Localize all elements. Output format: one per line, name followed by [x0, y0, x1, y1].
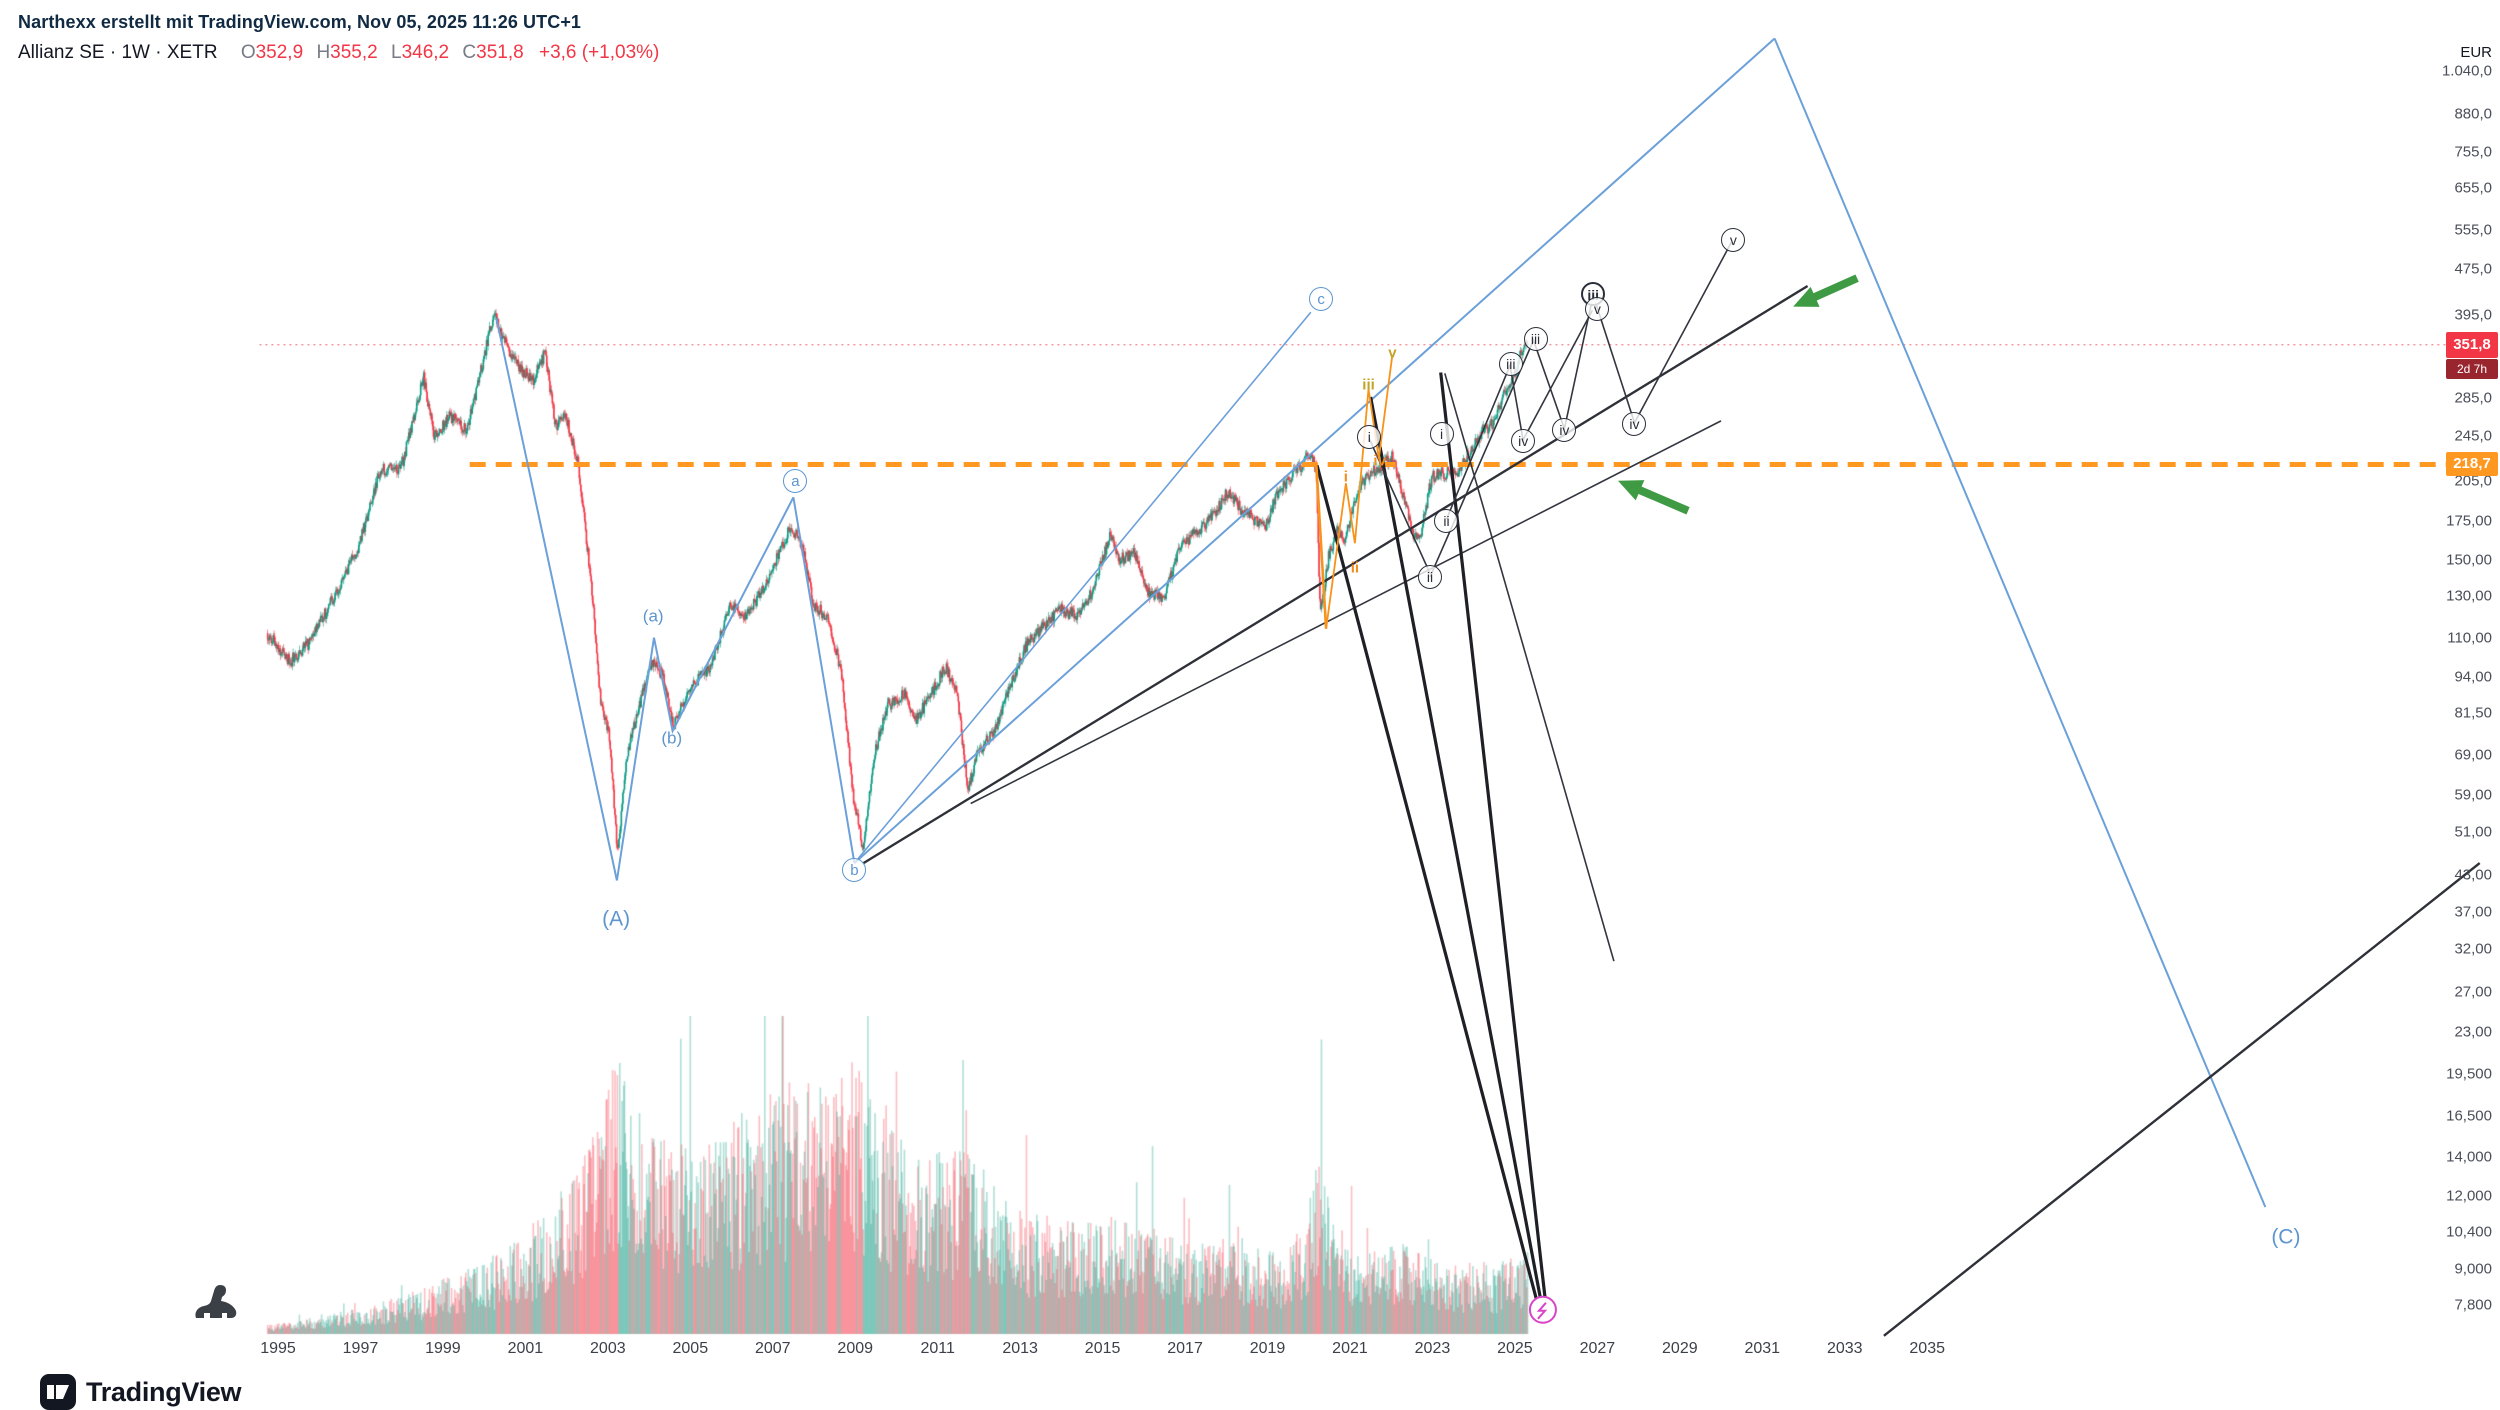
wave-label-iv[interactable]: iv: [1511, 429, 1536, 454]
change-value: +3,6 (+1,03%): [538, 42, 660, 63]
tradingview-brand-text: TradingView: [86, 1376, 242, 1407]
time-tick: 2005: [672, 1340, 709, 1357]
time-tick: 2021: [1332, 1340, 1368, 1357]
time-tick: 2017: [1167, 1340, 1203, 1357]
price-tick: 81,50: [2454, 704, 2492, 722]
wave-label-c[interactable]: c: [1309, 287, 1334, 312]
bar-countdown: 2d 7h: [2446, 358, 2498, 379]
price-tick: 880,0: [2454, 105, 2492, 122]
price-tick: 555,0: [2454, 221, 2492, 239]
user-line-price-label: 218,7: [2446, 452, 2498, 477]
price-tick: 10,400: [2446, 1223, 2492, 1241]
price-tick: 1.040,0: [2441, 62, 2492, 80]
price-tick: 205,0: [2454, 472, 2492, 490]
price-tick: 395,0: [2454, 306, 2492, 324]
wave-label-v[interactable]: v: [1721, 228, 1746, 253]
time-tick: 2023: [1414, 1340, 1451, 1357]
price-tick: 475,0: [2454, 260, 2492, 278]
wave-label-a[interactable]: (a): [642, 606, 664, 626]
wave-label-iv[interactable]: iv: [1373, 452, 1386, 470]
wave-label-A[interactable]: (A): [602, 907, 631, 931]
tradingview-branding[interactable]: TradingView: [40, 1374, 242, 1410]
time-tick: 2031: [1744, 1340, 1781, 1357]
time-tick: 1999: [425, 1340, 461, 1357]
wave-label-b[interactable]: (b): [661, 728, 683, 748]
price-tick: 27,00: [2454, 983, 2492, 1001]
time-tick: 2011: [920, 1340, 955, 1357]
time-tick: 2009: [837, 1340, 874, 1357]
price-axis[interactable]: EUR 1.040,0 880,0 755,0 655,0 555,0 475,0 395,…: [2430, 0, 2500, 1407]
time-tick: 2027: [1579, 1340, 1616, 1357]
time-tick: 2035: [1909, 1340, 1945, 1357]
price-tick: 655,0: [2454, 179, 2492, 197]
last-price-label: 351,8: [2446, 331, 2498, 358]
time-tick: 2001: [507, 1340, 544, 1357]
time-tick: 2003: [590, 1340, 626, 1357]
wave-label-iii[interactable]: iii: [1523, 326, 1548, 351]
price-tick: 14,000: [2446, 1148, 2492, 1166]
wave-label-iii[interactable]: iii: [1498, 351, 1523, 376]
wave-label-i[interactable]: i: [1357, 424, 1382, 449]
price-tick: 7,800: [2454, 1296, 2492, 1314]
time-tick: 1995: [260, 1340, 296, 1357]
time-tick: 2019: [1249, 1340, 1286, 1357]
wave-label-ii[interactable]: ii: [1350, 559, 1360, 577]
wave-label-ii[interactable]: ii: [1434, 508, 1459, 533]
price-tick: 755,0: [2454, 143, 2492, 161]
time-tick: 2029: [1662, 1340, 1698, 1357]
wave-label-C[interactable]: (C): [2271, 1225, 2301, 1249]
symbol-title[interactable]: Allianz SE · 1W · XETR: [18, 42, 218, 63]
wave-label-b[interactable]: b: [842, 857, 867, 882]
price-tick: 19,500: [2446, 1065, 2492, 1083]
time-tick: 2033: [1826, 1340, 1863, 1357]
wave-label-v[interactable]: v: [1585, 297, 1610, 322]
time-tick: 2013: [1002, 1340, 1038, 1357]
ohlc-close-value: 351,8: [476, 42, 524, 63]
ohlc-low-value: 346,2: [401, 42, 450, 63]
tradingview-logo-icon: [40, 1374, 76, 1410]
price-tick: 110,00: [2447, 629, 2492, 647]
price-tick: 59,00: [2454, 786, 2492, 804]
watermark-attribution: Narthexx erstellt mit TradingView.com, N…: [18, 12, 582, 32]
wave-label-i[interactable]: i: [1343, 468, 1348, 486]
ohlc-close-label: C: [462, 42, 477, 63]
price-tick: 43,00: [2454, 866, 2492, 884]
price-tick: 51,00: [2454, 823, 2492, 841]
wave-label-iv[interactable]: iv: [1552, 417, 1577, 442]
price-tick: 23,00: [2454, 1023, 2492, 1041]
ohlc-high-value: 355,2: [330, 42, 378, 63]
price-tick: 69,00: [2454, 746, 2492, 764]
wave-label-iii[interactable]: iii: [1362, 376, 1375, 394]
wave-label-ii[interactable]: ii: [1417, 564, 1442, 589]
ohlc-low-label: L: [391, 42, 402, 63]
wave-label-iv[interactable]: iv: [1622, 411, 1647, 436]
currency-label: EUR: [2460, 44, 2492, 61]
price-tick: 94,00: [2454, 668, 2492, 686]
price-tick: 130,00: [2446, 587, 2492, 605]
symbol-legend[interactable]: Allianz SE · 1W · XETR O352,9 H355,2 L34…: [18, 42, 659, 64]
ohlc-high-label: H: [316, 42, 331, 63]
price-tick: 175,00: [2446, 512, 2492, 530]
time-tick: 1997: [342, 1340, 379, 1357]
time-tick: 2025: [1497, 1340, 1533, 1357]
time-tick: 2007: [754, 1340, 791, 1357]
price-tick: 285,0: [2454, 389, 2492, 407]
price-tick: 32,00: [2454, 940, 2492, 958]
time-axis[interactable]: 1995 1997 1999 2001 2003 2005 2007 2009 2011 2013…: [0, 1334, 2462, 1364]
price-tick: 12,000: [2446, 1187, 2492, 1205]
price-tick: 16,500: [2446, 1107, 2492, 1125]
price-tick: 9,000: [2454, 1260, 2492, 1278]
price-tick: 245,0: [2454, 427, 2492, 445]
wave-label-a[interactable]: a: [783, 468, 808, 493]
time-tick: 2015: [1084, 1340, 1121, 1357]
price-tick: 150,00: [2446, 551, 2492, 569]
wave-label-v[interactable]: v: [1388, 344, 1397, 362]
price-tick: 37,00: [2454, 903, 2492, 921]
wave-label-i[interactable]: i: [1429, 421, 1454, 446]
ohlc-open-label: O: [240, 42, 256, 63]
ohlc-open-value: 352,9: [255, 42, 304, 63]
